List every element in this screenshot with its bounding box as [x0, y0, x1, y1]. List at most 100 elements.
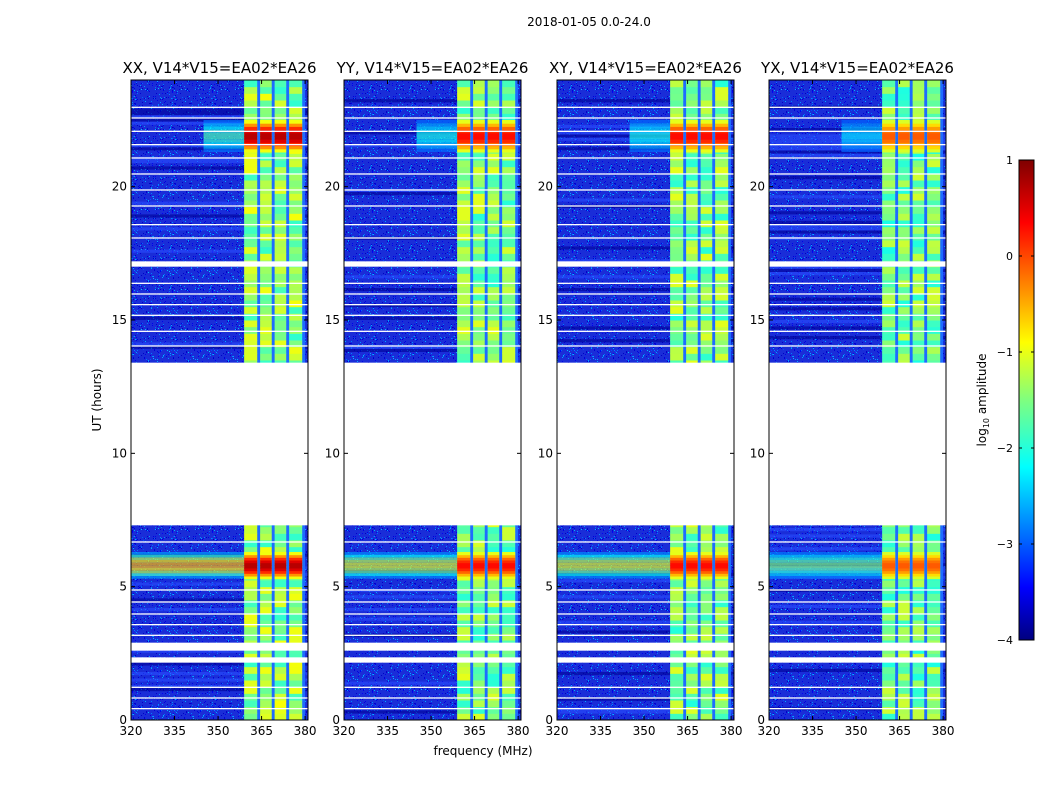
rfi-column-cell: [473, 80, 485, 88]
rfi-column-cell: [670, 326, 684, 334]
activity-hot-cell: [473, 126, 485, 131]
rfi-column-cell: [502, 206, 516, 214]
activity-hot-cell: [927, 120, 941, 124]
scan-gap-line: [769, 304, 946, 306]
heatmap-row: [344, 288, 521, 292]
rfi-column-cell: [700, 220, 713, 228]
activity-glow: [131, 560, 245, 563]
activity-hot-cell: [686, 136, 698, 140]
rfi-column-cell: [912, 253, 925, 261]
rfi-column-cell: [289, 253, 303, 261]
rfi-column-cell: [927, 680, 941, 688]
scan-gap-line: [557, 541, 734, 543]
activity-hot-cell: [912, 139, 925, 143]
rfi-column-cell: [274, 240, 287, 248]
activity-hot-cell: [898, 148, 910, 153]
activity-glow: [841, 132, 883, 136]
activity-hot-cell: [457, 560, 471, 564]
panel-frame: [768, 79, 947, 721]
y-axis-label: UT (hours): [90, 368, 104, 431]
rfi-column-cell: [700, 713, 713, 720]
rfi-column-cell: [289, 593, 303, 601]
rfi-column-cell: [473, 333, 485, 341]
rfi-column-cell: [898, 693, 910, 701]
rfi-column-cell: [260, 253, 272, 261]
rfi-column-cell: [700, 340, 713, 348]
heatmap-row: [769, 297, 946, 301]
scan-gap-line: [344, 686, 521, 688]
rfi-column-cell: [289, 153, 303, 161]
rfi-column-cell: [898, 540, 910, 548]
scan-gap-line: [557, 130, 734, 132]
rfi-column-cell: [289, 620, 303, 628]
rfi-column-cell: [244, 253, 258, 261]
colorbar-ticks: 10−1−2−3−4: [997, 154, 1034, 647]
activity-hot-cell: [700, 552, 713, 556]
rfi-column-cell: [927, 346, 941, 354]
rfi-column-cell: [715, 246, 729, 254]
rfi-column-cell: [473, 713, 485, 720]
activity-hot-cell: [457, 145, 471, 150]
heatmap-row: [557, 99, 734, 103]
activity-glow: [769, 554, 883, 558]
rfi-column-cell: [260, 686, 272, 694]
activity-hot-cell: [274, 123, 287, 127]
rfi-column-cell: [882, 333, 896, 341]
y-tick-label: 15: [325, 313, 340, 327]
activity-hot-cell: [927, 560, 941, 564]
activity-hot-cell: [274, 139, 287, 143]
rfi-column-cell: [487, 700, 500, 708]
rfi-column-cell: [289, 633, 303, 641]
rfi-column-cell: [700, 633, 713, 641]
rfi-column-cell: [912, 326, 925, 334]
scan-gap-line: [557, 224, 734, 226]
rfi-column-cell: [260, 526, 272, 534]
rfi-column-cell: [882, 613, 896, 621]
rfi-column-cell: [670, 320, 684, 328]
activity-hot-cell: [912, 126, 925, 131]
rfi-column-cell: [502, 306, 516, 314]
rfi-column-cell: [927, 226, 941, 234]
rfi-column-cell: [289, 293, 303, 301]
rfi-column-cell: [898, 526, 910, 534]
rfi-column-cell: [473, 326, 485, 334]
heatmap-row: [769, 195, 946, 199]
rfi-column-cell: [502, 200, 516, 208]
rfi-column-cell: [457, 233, 471, 241]
activity-hot-cell: [473, 139, 485, 143]
activity-glow: [557, 554, 671, 558]
scan-gap-line: [769, 282, 946, 284]
rfi-column-cell: [700, 300, 713, 308]
activity-glow: [629, 132, 671, 136]
heatmap-row: [557, 672, 734, 676]
rfi-column-cell: [670, 286, 684, 294]
rfi-column-cell: [457, 620, 471, 628]
rfi-column-cell: [274, 253, 287, 261]
activity-hot-cell: [457, 554, 471, 558]
x-tick-label: 350: [207, 724, 230, 738]
heatmap-row: [131, 112, 308, 116]
rfi-column-cell: [686, 113, 698, 121]
activity-hot-cell: [927, 562, 941, 566]
rfi-column-cell: [244, 620, 258, 628]
rfi-column-cell: [473, 226, 485, 234]
activity-glow: [131, 552, 245, 555]
rfi-column-cell: [473, 313, 485, 321]
rfi-column-cell: [244, 333, 258, 341]
rfi-column-cell: [289, 353, 303, 361]
rfi-column-cell: [487, 333, 500, 341]
rfi-column-cell: [882, 346, 896, 354]
rfi-column-cell: [244, 193, 258, 201]
heatmap-row: [557, 579, 734, 583]
activity-hot-cell: [898, 573, 910, 577]
colorbar-tick-label: 1: [1006, 154, 1013, 167]
rfi-column-cell: [670, 213, 684, 221]
scan-gap-line: [131, 613, 308, 615]
activity-hot-cell: [244, 568, 258, 572]
rfi-column-cell: [882, 153, 896, 161]
heatmap-row: [769, 224, 946, 228]
panel-title: YY, V14*V15=EA02*EA26: [336, 59, 529, 77]
activity-hot-cell: [289, 123, 303, 127]
activity-hot-cell: [882, 570, 896, 574]
